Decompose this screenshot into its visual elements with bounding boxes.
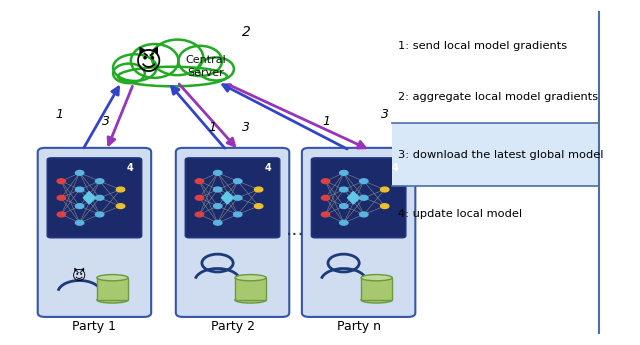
FancyBboxPatch shape <box>361 278 392 300</box>
Ellipse shape <box>361 275 392 281</box>
Circle shape <box>57 195 65 200</box>
Circle shape <box>360 179 368 184</box>
Text: ···: ··· <box>286 226 305 245</box>
Circle shape <box>214 170 222 175</box>
Circle shape <box>360 212 368 217</box>
FancyBboxPatch shape <box>312 158 406 238</box>
Circle shape <box>195 212 204 217</box>
Ellipse shape <box>198 57 234 80</box>
Circle shape <box>234 179 242 184</box>
Circle shape <box>95 179 104 184</box>
Text: 3: 3 <box>102 115 109 128</box>
Circle shape <box>321 195 330 200</box>
Circle shape <box>214 204 222 208</box>
Ellipse shape <box>361 297 392 303</box>
Text: 3: download the latest global model: 3: download the latest global model <box>397 150 603 160</box>
Circle shape <box>95 212 104 217</box>
FancyBboxPatch shape <box>302 148 415 317</box>
Text: 4: 4 <box>127 163 134 173</box>
Ellipse shape <box>235 297 266 303</box>
Circle shape <box>116 204 125 208</box>
Text: 3: 3 <box>241 121 250 135</box>
Circle shape <box>255 187 263 192</box>
Text: 3: 3 <box>381 108 389 121</box>
Circle shape <box>234 212 242 217</box>
Ellipse shape <box>113 63 145 83</box>
FancyBboxPatch shape <box>47 158 141 238</box>
FancyBboxPatch shape <box>97 278 128 300</box>
Circle shape <box>76 204 84 208</box>
Ellipse shape <box>152 40 204 75</box>
FancyBboxPatch shape <box>392 123 599 186</box>
Text: Party 1: Party 1 <box>72 320 116 333</box>
Circle shape <box>214 220 222 225</box>
Text: 1: 1 <box>209 121 216 135</box>
Circle shape <box>76 220 84 225</box>
Circle shape <box>76 187 84 192</box>
Text: 2: aggregate local model gradients: 2: aggregate local model gradients <box>397 92 598 102</box>
Circle shape <box>381 204 389 208</box>
Circle shape <box>340 187 348 192</box>
Text: 😈: 😈 <box>72 269 86 283</box>
FancyBboxPatch shape <box>235 278 266 300</box>
Circle shape <box>360 195 368 200</box>
Polygon shape <box>221 191 233 204</box>
Circle shape <box>57 212 65 217</box>
Circle shape <box>340 204 348 208</box>
Text: 4: update local model: 4: update local model <box>397 209 522 219</box>
Circle shape <box>116 187 125 192</box>
FancyBboxPatch shape <box>186 158 280 238</box>
Text: Central
Server: Central Server <box>185 55 226 78</box>
Circle shape <box>195 179 204 184</box>
Ellipse shape <box>113 54 157 81</box>
Text: Party n: Party n <box>337 320 381 333</box>
Text: 2: 2 <box>243 25 252 39</box>
Text: 4: 4 <box>265 163 272 173</box>
Circle shape <box>340 220 348 225</box>
Circle shape <box>214 187 222 192</box>
Text: 1: 1 <box>323 115 331 128</box>
Text: 4: 4 <box>391 163 398 173</box>
Text: Party 2: Party 2 <box>211 320 255 333</box>
Ellipse shape <box>179 46 222 76</box>
Circle shape <box>234 195 242 200</box>
Text: 1: send local model gradients: 1: send local model gradients <box>397 41 567 51</box>
Ellipse shape <box>97 275 128 281</box>
Circle shape <box>321 179 330 184</box>
Ellipse shape <box>131 44 179 78</box>
Circle shape <box>321 212 330 217</box>
Ellipse shape <box>97 297 128 303</box>
FancyBboxPatch shape <box>176 148 289 317</box>
Ellipse shape <box>235 275 266 281</box>
Text: 1: 1 <box>56 108 63 121</box>
Text: 😈: 😈 <box>135 50 162 76</box>
Circle shape <box>76 170 84 175</box>
Circle shape <box>255 204 263 208</box>
Circle shape <box>95 195 104 200</box>
FancyBboxPatch shape <box>38 148 151 317</box>
Polygon shape <box>83 191 95 204</box>
Ellipse shape <box>118 67 227 86</box>
Circle shape <box>195 195 204 200</box>
Circle shape <box>57 179 65 184</box>
Polygon shape <box>348 191 359 204</box>
Circle shape <box>381 187 389 192</box>
Circle shape <box>340 170 348 175</box>
